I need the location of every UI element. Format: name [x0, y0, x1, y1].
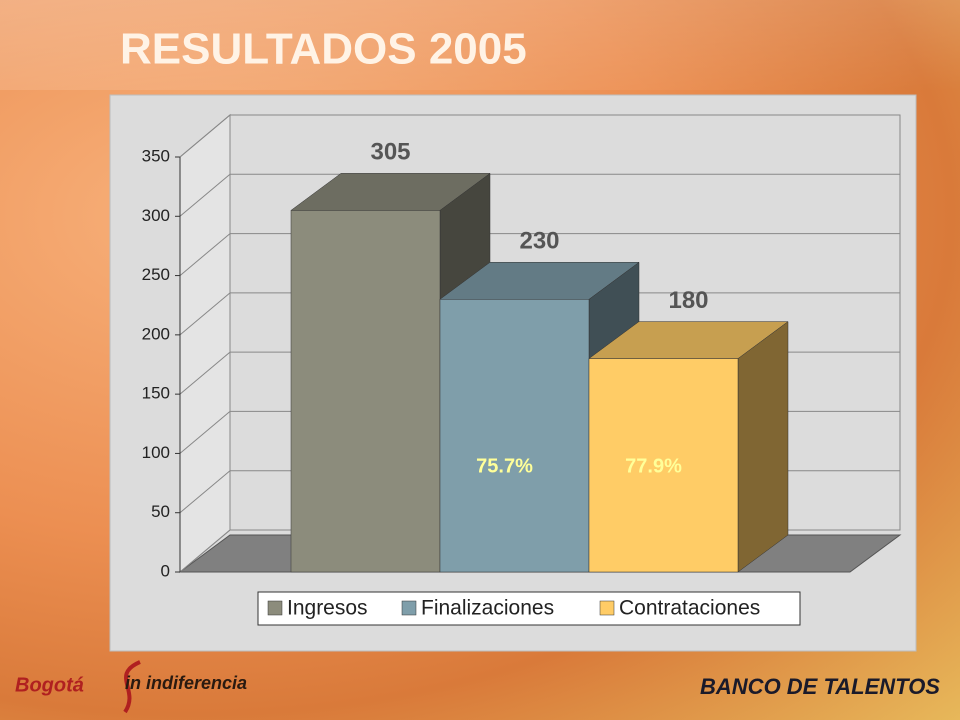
bar — [290, 210, 441, 573]
bar-side — [737, 321, 789, 573]
data-label: 180 — [668, 287, 708, 314]
bar — [588, 358, 739, 573]
legend-swatch — [267, 600, 283, 616]
legend-label: Contrataciones — [619, 597, 760, 620]
annotation: 75.7% — [476, 455, 533, 477]
annotation: 77.9% — [625, 455, 682, 477]
legend-swatch — [401, 600, 417, 616]
grid-line — [179, 233, 900, 276]
logo-right: in indiferencia — [125, 673, 247, 693]
y-tick-label: 100 — [142, 443, 170, 462]
logo-left: Bogotá — [15, 674, 84, 696]
y-tick-label: 350 — [142, 146, 170, 165]
brand: BANCO DE TALENTOS — [700, 674, 940, 699]
header-band — [0, 0, 960, 90]
grid-line — [179, 114, 900, 158]
y-tick-label: 150 — [142, 384, 170, 403]
legend-label: Ingresos — [287, 597, 368, 620]
legend — [257, 591, 801, 626]
legend-label: Finalizaciones — [421, 597, 554, 620]
bar — [439, 299, 590, 573]
data-label: 230 — [519, 228, 559, 255]
y-tick-label: 300 — [142, 206, 170, 225]
grid-line — [179, 292, 900, 336]
data-label: 305 — [370, 139, 410, 166]
y-tick-label: 0 — [161, 561, 170, 580]
legend-swatch — [599, 600, 615, 616]
grid-line — [179, 173, 900, 217]
chart-title: RESULTADOS 2005 — [120, 25, 527, 74]
y-tick-label: 50 — [151, 502, 170, 521]
y-tick-label: 250 — [142, 265, 170, 284]
left-wall — [179, 113, 231, 574]
logo-swoosh — [123, 660, 141, 714]
y-tick-label: 200 — [142, 324, 170, 343]
